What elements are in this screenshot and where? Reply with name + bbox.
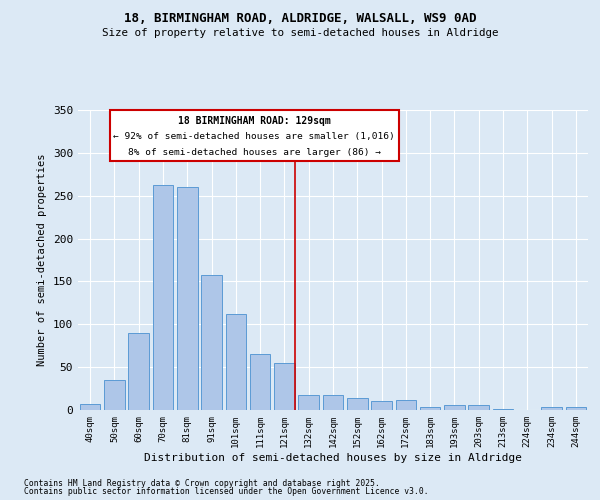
Bar <box>250 354 271 410</box>
Bar <box>201 276 222 410</box>
Bar <box>444 405 465 410</box>
Text: 8% of semi-detached houses are larger (86) →: 8% of semi-detached houses are larger (8… <box>128 148 380 156</box>
Text: Contains public sector information licensed under the Open Government Licence v3: Contains public sector information licen… <box>24 487 428 496</box>
Text: 18 BIRMINGHAM ROAD: 129sqm: 18 BIRMINGHAM ROAD: 129sqm <box>178 116 331 126</box>
Y-axis label: Number of semi-detached properties: Number of semi-detached properties <box>37 154 47 366</box>
Text: 18, BIRMINGHAM ROAD, ALDRIDGE, WALSALL, WS9 0AD: 18, BIRMINGHAM ROAD, ALDRIDGE, WALSALL, … <box>124 12 476 26</box>
Text: ← 92% of semi-detached houses are smaller (1,016): ← 92% of semi-detached houses are smalle… <box>113 132 395 141</box>
Bar <box>469 405 489 410</box>
Bar <box>395 400 416 410</box>
Bar <box>152 184 173 410</box>
FancyBboxPatch shape <box>110 110 398 162</box>
Bar <box>347 398 368 410</box>
Bar <box>177 187 197 410</box>
Text: Contains HM Land Registry data © Crown copyright and database right 2025.: Contains HM Land Registry data © Crown c… <box>24 478 380 488</box>
Bar <box>128 333 149 410</box>
Bar <box>80 404 100 410</box>
Bar <box>323 396 343 410</box>
Bar <box>541 408 562 410</box>
X-axis label: Distribution of semi-detached houses by size in Aldridge: Distribution of semi-detached houses by … <box>144 452 522 462</box>
Bar <box>298 394 319 410</box>
Bar <box>371 402 392 410</box>
Bar <box>566 408 586 410</box>
Bar <box>274 363 295 410</box>
Bar <box>226 314 246 410</box>
Bar <box>420 406 440 410</box>
Text: Size of property relative to semi-detached houses in Aldridge: Size of property relative to semi-detach… <box>102 28 498 38</box>
Bar <box>493 409 514 410</box>
Bar <box>104 380 125 410</box>
